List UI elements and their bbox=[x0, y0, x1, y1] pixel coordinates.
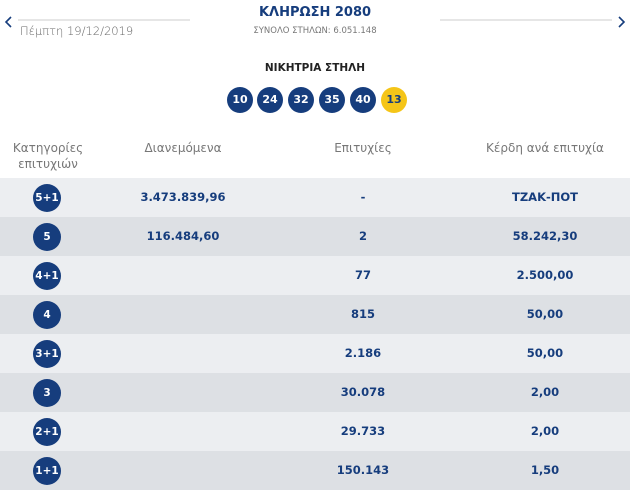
cell-winners: 29.733 bbox=[340, 424, 386, 438]
prev-arrow[interactable] bbox=[4, 16, 12, 28]
table-row: 5 116.484,60 2 58.242,30 bbox=[0, 217, 630, 256]
cell-winners: - bbox=[360, 190, 366, 204]
cell-winners: 150.143 bbox=[336, 463, 390, 477]
column-header: Διανεμόμενα bbox=[144, 141, 222, 155]
number-ball: 40 bbox=[350, 87, 376, 113]
column-header: Επιτυχίες bbox=[334, 141, 392, 155]
draw-date: Πέμπτη 19/12/2019 bbox=[20, 24, 134, 38]
cell-prize: ΤΖΑΚ-ΠΟΤ bbox=[511, 190, 578, 204]
number-ball: 32 bbox=[288, 87, 314, 113]
number-ball: 24 bbox=[257, 87, 283, 113]
draw-header: Πέμπτη 19/12/2019 ΚΛΗΡΩΣΗ 2080 ΣΥΝΟΛΟ ΣΤ… bbox=[0, 0, 630, 48]
header-decor bbox=[4, 16, 626, 28]
winning-label: ΝΙΚΗΤΡΙΑ ΣΤΗΛΗ bbox=[264, 62, 366, 74]
cell-prize: 50,00 bbox=[526, 307, 564, 321]
cell-prize: 1,50 bbox=[530, 463, 560, 477]
category-badge: 1+1 bbox=[33, 457, 61, 485]
table-row: 3+1 2.186 50,00 bbox=[0, 334, 630, 373]
next-arrow[interactable] bbox=[618, 16, 626, 28]
cell-winners: 815 bbox=[350, 307, 375, 321]
cell-winners: 2 bbox=[358, 229, 367, 243]
cell-winners: 30.078 bbox=[340, 385, 386, 399]
table-header bbox=[0, 130, 630, 178]
cell-prize: 2.500,00 bbox=[516, 268, 574, 282]
cell-winners: 77 bbox=[354, 268, 371, 282]
draw-title: ΚΛΗΡΩΣΗ 2080 bbox=[258, 5, 372, 20]
category-badge: 2+1 bbox=[33, 418, 61, 446]
cell-prize: 2,00 bbox=[530, 385, 560, 399]
cell-distributed: 116.484,60 bbox=[146, 229, 220, 243]
table-row: 2+1 29.733 2,00 bbox=[0, 412, 630, 451]
joker-ball: 13 bbox=[381, 87, 407, 113]
column-header: Κατηγορίες επιτυχιών bbox=[12, 141, 84, 171]
category-badge: 4+1 bbox=[33, 262, 61, 290]
draw-subtitle: ΣΥΝΟΛΟ ΣΤΗΛΩΝ: 6.051.148 bbox=[253, 26, 377, 36]
number-ball: 35 bbox=[319, 87, 345, 113]
category-badge: 4 bbox=[33, 301, 61, 329]
category-badge: 5+1 bbox=[33, 184, 61, 212]
cell-distributed: 3.473.839,96 bbox=[140, 190, 226, 204]
table-row: 5+1 3.473.839,96 - ΤΖΑΚ-ΠΟΤ bbox=[0, 178, 630, 217]
cell-winners: 2.186 bbox=[344, 346, 382, 360]
category-badge: 3+1 bbox=[33, 340, 61, 368]
table-row: 1+1 150.143 1,50 bbox=[0, 451, 630, 490]
cell-prize: 50,00 bbox=[526, 346, 564, 360]
cell-prize: 2,00 bbox=[530, 424, 560, 438]
category-badge: 5 bbox=[33, 223, 61, 251]
cell-prize: 58.242,30 bbox=[512, 229, 578, 243]
column-header: Κέρδη ανά επιτυχία bbox=[486, 141, 604, 155]
table-row: 4+1 77 2.500,00 bbox=[0, 256, 630, 295]
table-row: 3 30.078 2,00 bbox=[0, 373, 630, 412]
category-badge: 3 bbox=[33, 379, 61, 407]
table-row: 4 815 50,00 bbox=[0, 295, 630, 334]
number-ball: 10 bbox=[227, 87, 253, 113]
